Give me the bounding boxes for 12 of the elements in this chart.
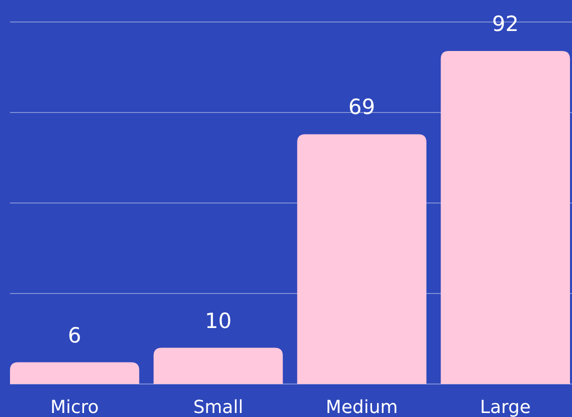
bar	[10, 362, 140, 384]
data-label: 92	[492, 12, 519, 36]
x-tick-label: Small	[193, 397, 244, 417]
data-label: 10	[204, 308, 232, 333]
bar	[154, 348, 283, 384]
x-tick-label: Large	[480, 397, 531, 417]
bar	[297, 134, 426, 384]
data-label: 69	[348, 95, 376, 120]
x-tick-label: Micro	[50, 397, 99, 417]
bar	[440, 50, 570, 384]
x-tick-label: Medium	[326, 397, 398, 417]
data-label: 6	[68, 323, 82, 348]
